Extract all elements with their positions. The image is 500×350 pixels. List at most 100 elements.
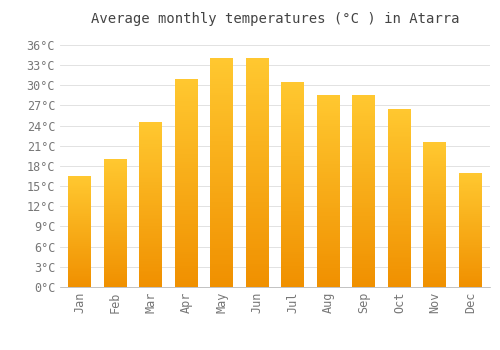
Bar	[459, 183, 482, 184]
Bar	[352, 180, 376, 182]
Bar	[459, 228, 482, 229]
Bar	[246, 198, 269, 200]
Bar	[424, 186, 446, 187]
Bar	[281, 236, 304, 238]
Bar	[352, 120, 376, 122]
Bar	[459, 177, 482, 178]
Bar	[68, 229, 91, 230]
Bar	[68, 261, 91, 262]
Bar	[104, 183, 126, 185]
Bar	[459, 286, 482, 287]
Bar	[246, 159, 269, 161]
Bar	[352, 176, 376, 178]
Bar	[174, 256, 198, 258]
Bar	[68, 224, 91, 225]
Bar	[246, 237, 269, 239]
Bar	[174, 239, 198, 241]
Bar	[246, 253, 269, 255]
Bar	[281, 187, 304, 189]
Bar	[210, 244, 233, 246]
Bar	[246, 260, 269, 262]
Bar	[246, 145, 269, 148]
Bar	[281, 146, 304, 148]
Bar	[246, 70, 269, 72]
Bar	[424, 172, 446, 173]
Bar	[104, 216, 126, 217]
Bar	[246, 120, 269, 122]
Bar	[139, 215, 162, 216]
Bar	[104, 228, 126, 230]
Bar	[139, 122, 162, 124]
Bar	[68, 190, 91, 191]
Bar	[139, 140, 162, 142]
Bar	[352, 237, 376, 239]
Bar	[424, 232, 446, 233]
Bar	[352, 162, 376, 164]
Bar	[210, 97, 233, 99]
Bar	[139, 163, 162, 165]
Bar	[68, 193, 91, 194]
Bar	[139, 241, 162, 243]
Bar	[174, 85, 198, 87]
Bar	[281, 271, 304, 273]
Bar	[68, 259, 91, 260]
Bar	[424, 219, 446, 220]
Bar	[104, 224, 126, 226]
Bar	[281, 121, 304, 123]
Bar	[68, 280, 91, 281]
Bar	[104, 201, 126, 203]
Bar	[246, 239, 269, 241]
Bar	[104, 209, 126, 210]
Bar	[281, 279, 304, 281]
Bar	[317, 130, 340, 132]
Bar	[210, 168, 233, 170]
Bar	[459, 213, 482, 214]
Bar	[68, 211, 91, 213]
Bar	[139, 256, 162, 257]
Bar	[68, 256, 91, 257]
Bar	[281, 215, 304, 217]
Bar	[281, 254, 304, 256]
Bar	[104, 255, 126, 256]
Bar	[139, 137, 162, 139]
Bar	[388, 212, 411, 214]
Bar	[246, 152, 269, 154]
Bar	[424, 260, 446, 261]
Bar	[352, 254, 376, 256]
Bar	[281, 170, 304, 172]
Bar	[139, 224, 162, 226]
Bar	[246, 177, 269, 180]
Bar	[459, 231, 482, 232]
Bar	[424, 223, 446, 225]
Bar	[281, 108, 304, 111]
Bar	[68, 238, 91, 239]
Bar	[246, 79, 269, 81]
Bar	[459, 226, 482, 228]
Bar	[317, 212, 340, 214]
Bar	[459, 255, 482, 256]
Bar	[424, 271, 446, 273]
Bar	[139, 191, 162, 193]
Bar	[68, 184, 91, 185]
Bar	[352, 226, 376, 228]
Bar	[210, 84, 233, 86]
Bar	[424, 180, 446, 181]
Bar	[174, 95, 198, 97]
Bar	[281, 223, 304, 225]
Bar	[459, 184, 482, 185]
Bar	[424, 176, 446, 177]
Bar	[174, 87, 198, 89]
Bar	[68, 208, 91, 209]
Bar	[68, 260, 91, 261]
Bar	[281, 213, 304, 215]
Bar	[352, 222, 376, 224]
Bar	[281, 86, 304, 88]
Bar	[210, 79, 233, 81]
Bar	[281, 252, 304, 254]
Bar	[459, 173, 482, 174]
Bar	[68, 187, 91, 188]
Bar	[352, 233, 376, 235]
Bar	[104, 176, 126, 177]
Bar	[352, 247, 376, 248]
Bar	[459, 267, 482, 269]
